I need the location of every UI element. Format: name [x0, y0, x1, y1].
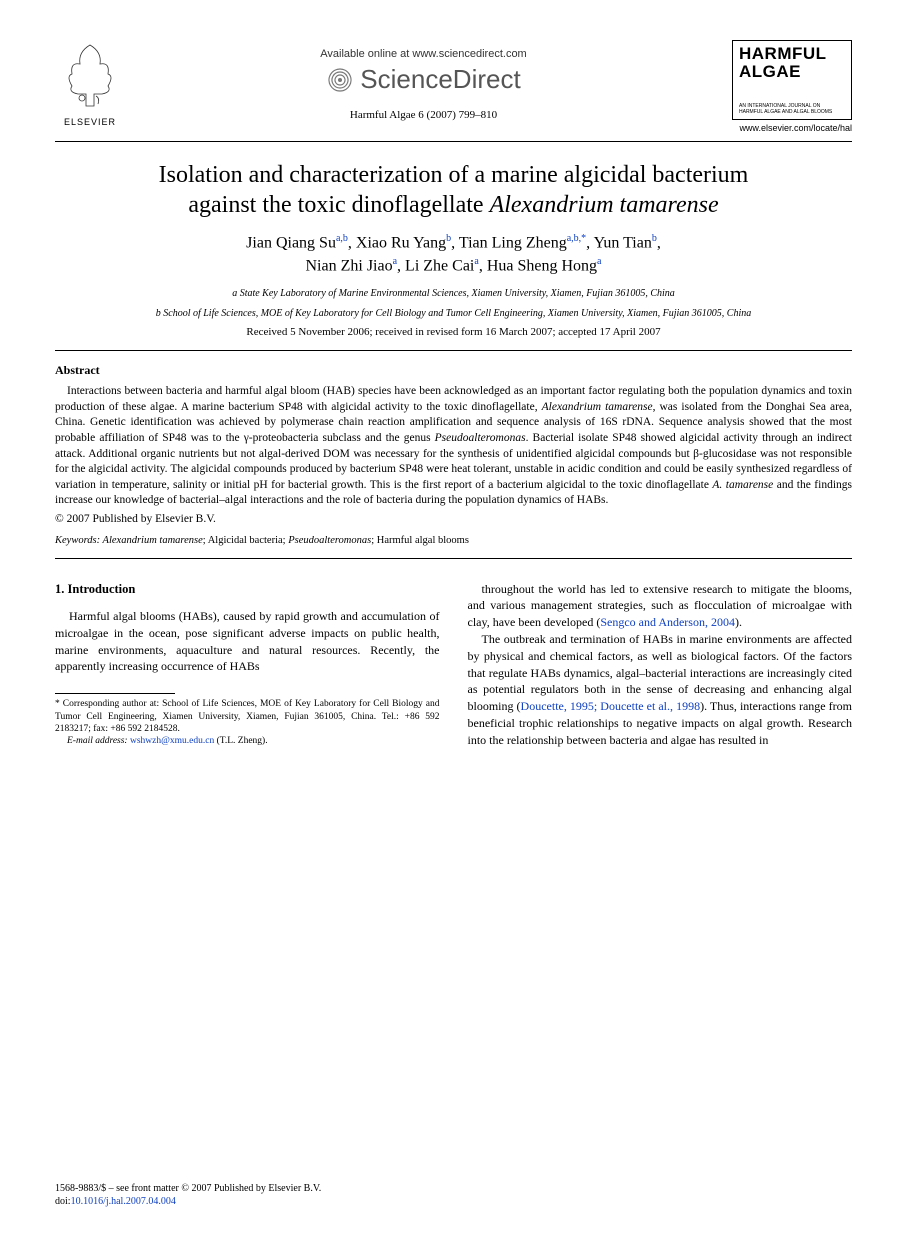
keywords-mid1: ; Algicidal bacteria;	[203, 535, 288, 546]
author-2-affil: b	[446, 233, 451, 244]
title-line2-pre: against the toxic dinoflagellate	[188, 192, 489, 218]
publisher-logo-block: ELSEVIER	[55, 40, 125, 127]
journal-logo-line1: HARMFUL	[739, 45, 845, 63]
introduction-heading: 1. Introduction	[55, 581, 440, 599]
journal-logo-block: HARMFUL ALGAE AN INTERNATIONAL JOURNAL O…	[722, 40, 852, 133]
body-columns: 1. Introduction Harmful algal blooms (HA…	[55, 581, 852, 749]
article-title: Isolation and characterization of a mari…	[55, 160, 852, 220]
abstract-bottom-rule	[55, 558, 852, 559]
journal-logo-line2: ALGAE	[739, 63, 845, 81]
corresponding-author-footnote: * Corresponding author at: School of Lif…	[55, 698, 440, 747]
footnote-corr: * Corresponding author at: School of Lif…	[55, 698, 440, 735]
intro-para-col2-2: The outbreak and termination of HABs in …	[468, 631, 853, 749]
intro-para-col2-1: throughout the world has led to extensiv…	[468, 581, 853, 631]
doi-link[interactable]: 10.1016/j.hal.2007.04.004	[71, 1196, 176, 1207]
footnote-email-post: (T.L. Zheng).	[214, 736, 267, 746]
journal-reference: Harmful Algae 6 (2007) 799–810	[125, 109, 722, 121]
journal-logo-subtitle: AN INTERNATIONAL JOURNAL ON HARMFUL ALGA…	[739, 103, 845, 115]
intro-paragraph-1: Harmful algal blooms (HABs), caused by r…	[55, 608, 440, 675]
abstract-body: Interactions between bacteria and harmfu…	[55, 384, 852, 508]
page-footer: 1568-9883/$ – see front matter © 2007 Pu…	[55, 1182, 852, 1208]
sciencedirect-logo: ScienceDirect	[125, 64, 722, 95]
left-column: 1. Introduction Harmful algal blooms (HA…	[55, 581, 440, 749]
col2-p1-post: ).	[735, 615, 742, 629]
abstract-top-rule	[55, 350, 852, 351]
abstract-heading: Abstract	[55, 363, 852, 378]
citation-sengco[interactable]: Sengco and Anderson, 2004	[600, 615, 735, 629]
citation-doucette[interactable]: Doucette, 1995; Doucette et al., 1998	[521, 699, 701, 713]
issn-line: 1568-9883/$ – see front matter © 2007 Pu…	[55, 1182, 852, 1195]
footnote-email-label: E-mail address:	[67, 736, 128, 746]
abstract-species-2: A. tamarense	[712, 479, 773, 491]
keywords-line: Keywords: Alexandrium tamarense; Algicid…	[55, 535, 852, 546]
author-1-affil: a,b	[336, 233, 348, 244]
keyword-2: Pseudoalteromonas	[288, 535, 371, 546]
keyword-1: Alexandrium tamarense	[100, 535, 203, 546]
abstract-species-1: Alexandrium tamarense	[542, 401, 653, 413]
sciencedirect-swirl-icon	[326, 66, 354, 94]
header-rule	[55, 141, 852, 142]
author-2: Xiao Ru Yang	[356, 234, 446, 251]
journal-logo-box: HARMFUL ALGAE AN INTERNATIONAL JOURNAL O…	[732, 40, 852, 120]
right-column: throughout the world has led to extensiv…	[468, 581, 853, 749]
author-5-affil: a	[393, 256, 397, 267]
sciencedirect-name: ScienceDirect	[360, 64, 520, 95]
authors-list: Jian Qiang Sua,b, Xiao Ru Yangb, Tian Li…	[55, 232, 852, 277]
author-3: Tian Ling Zheng	[459, 234, 567, 251]
author-4-affil: b	[652, 233, 657, 244]
doi-label: doi:	[55, 1196, 71, 1207]
author-5: Nian Zhi Jiao	[306, 257, 393, 274]
keywords-post: ; Harmful algal blooms	[371, 535, 469, 546]
author-4: Yun Tian	[594, 234, 652, 251]
footnote-rule	[55, 693, 175, 694]
journal-url: www.elsevier.com/locate/hal	[722, 123, 852, 133]
author-7: Hua Sheng Hong	[487, 257, 597, 274]
affiliation-b: b School of Life Sciences, MOE of Key La…	[55, 307, 852, 321]
author-7-affil: a	[597, 256, 601, 267]
title-line1: Isolation and characterization of a mari…	[159, 162, 749, 188]
affiliation-a: a State Key Laboratory of Marine Environ…	[55, 287, 852, 301]
article-dates: Received 5 November 2006; received in re…	[55, 326, 852, 338]
available-online-text: Available online at www.sciencedirect.co…	[125, 48, 722, 60]
abstract-genus: Pseudoalteromonas	[435, 432, 526, 444]
title-line2-species: Alexandrium tamarense	[490, 192, 719, 218]
header-center: Available online at www.sciencedirect.co…	[125, 40, 722, 121]
publisher-label: ELSEVIER	[55, 117, 125, 127]
author-1: Jian Qiang Su	[246, 234, 336, 251]
abstract-copyright: © 2007 Published by Elsevier B.V.	[55, 513, 852, 525]
elsevier-tree-icon	[60, 40, 120, 110]
footnote-email[interactable]: wshwzh@xmu.edu.cn	[130, 736, 214, 746]
page-header: ELSEVIER Available online at www.science…	[55, 40, 852, 133]
author-6: Li Zhe Cai	[405, 257, 474, 274]
keywords-label: Keywords:	[55, 535, 100, 546]
author-6-affil: a	[474, 256, 478, 267]
author-3-affil: a,b,*	[567, 233, 586, 244]
